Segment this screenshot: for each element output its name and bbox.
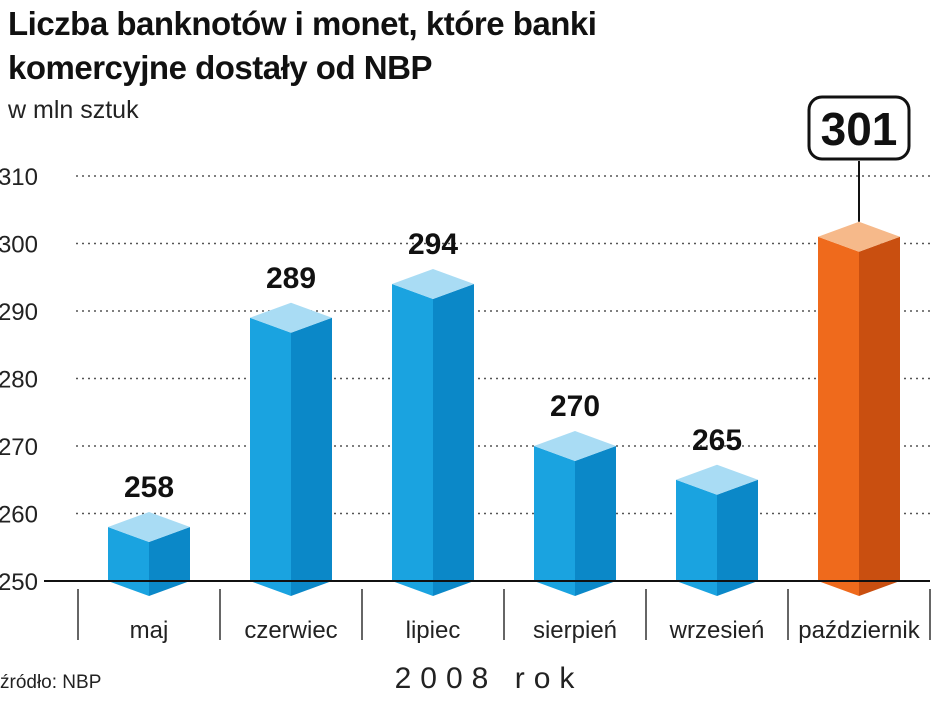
x-tick-label: październik [798, 617, 920, 644]
bar-side [575, 446, 616, 596]
data-label: 294 [408, 228, 458, 261]
chart-title: Liczba banknotów i monet, które banki ko… [8, 5, 597, 86]
bar-top [818, 221, 900, 252]
x-tick-label: sierpień [533, 617, 617, 644]
chart-subtitle: w mln sztuk [8, 96, 139, 124]
data-label: 301 [821, 103, 898, 155]
source-note: źródło: NBP [0, 672, 102, 693]
data-label: 265 [692, 424, 742, 457]
x-axis-label: 2008 rok [394, 662, 584, 695]
x-tick-label: maj [130, 617, 169, 644]
bar-side [717, 479, 758, 596]
data-label: 289 [266, 262, 316, 295]
bar-side [859, 236, 900, 596]
y-tick-label: 270 [0, 434, 38, 461]
y-tick-label: 300 [0, 232, 38, 259]
data-label: 258 [124, 471, 174, 504]
bar-front [392, 284, 433, 596]
bar-top [676, 464, 758, 495]
bar-side [149, 527, 190, 596]
y-tick-label: 260 [0, 502, 38, 529]
y-tick-label: 280 [0, 367, 38, 394]
bar-front [108, 527, 149, 596]
bar-top [534, 431, 616, 461]
bar-top [108, 512, 190, 542]
bar-top [392, 269, 474, 299]
data-label: 270 [550, 390, 600, 423]
bar-front [534, 446, 575, 596]
bar-front [250, 317, 291, 596]
y-tick-label: 310 [0, 164, 38, 191]
bar-side [433, 284, 474, 596]
bar-front [676, 479, 717, 596]
bar-side [291, 317, 332, 596]
y-tick-label: 250 [0, 569, 38, 596]
x-tick-label: czerwiec [244, 617, 337, 644]
x-tick-label: lipiec [406, 617, 461, 644]
callout-box [807, 95, 911, 161]
bar-front [818, 236, 859, 596]
y-tick-label: 290 [0, 299, 38, 326]
bar-top [250, 302, 332, 333]
x-tick-label: wrzesień [669, 617, 765, 644]
